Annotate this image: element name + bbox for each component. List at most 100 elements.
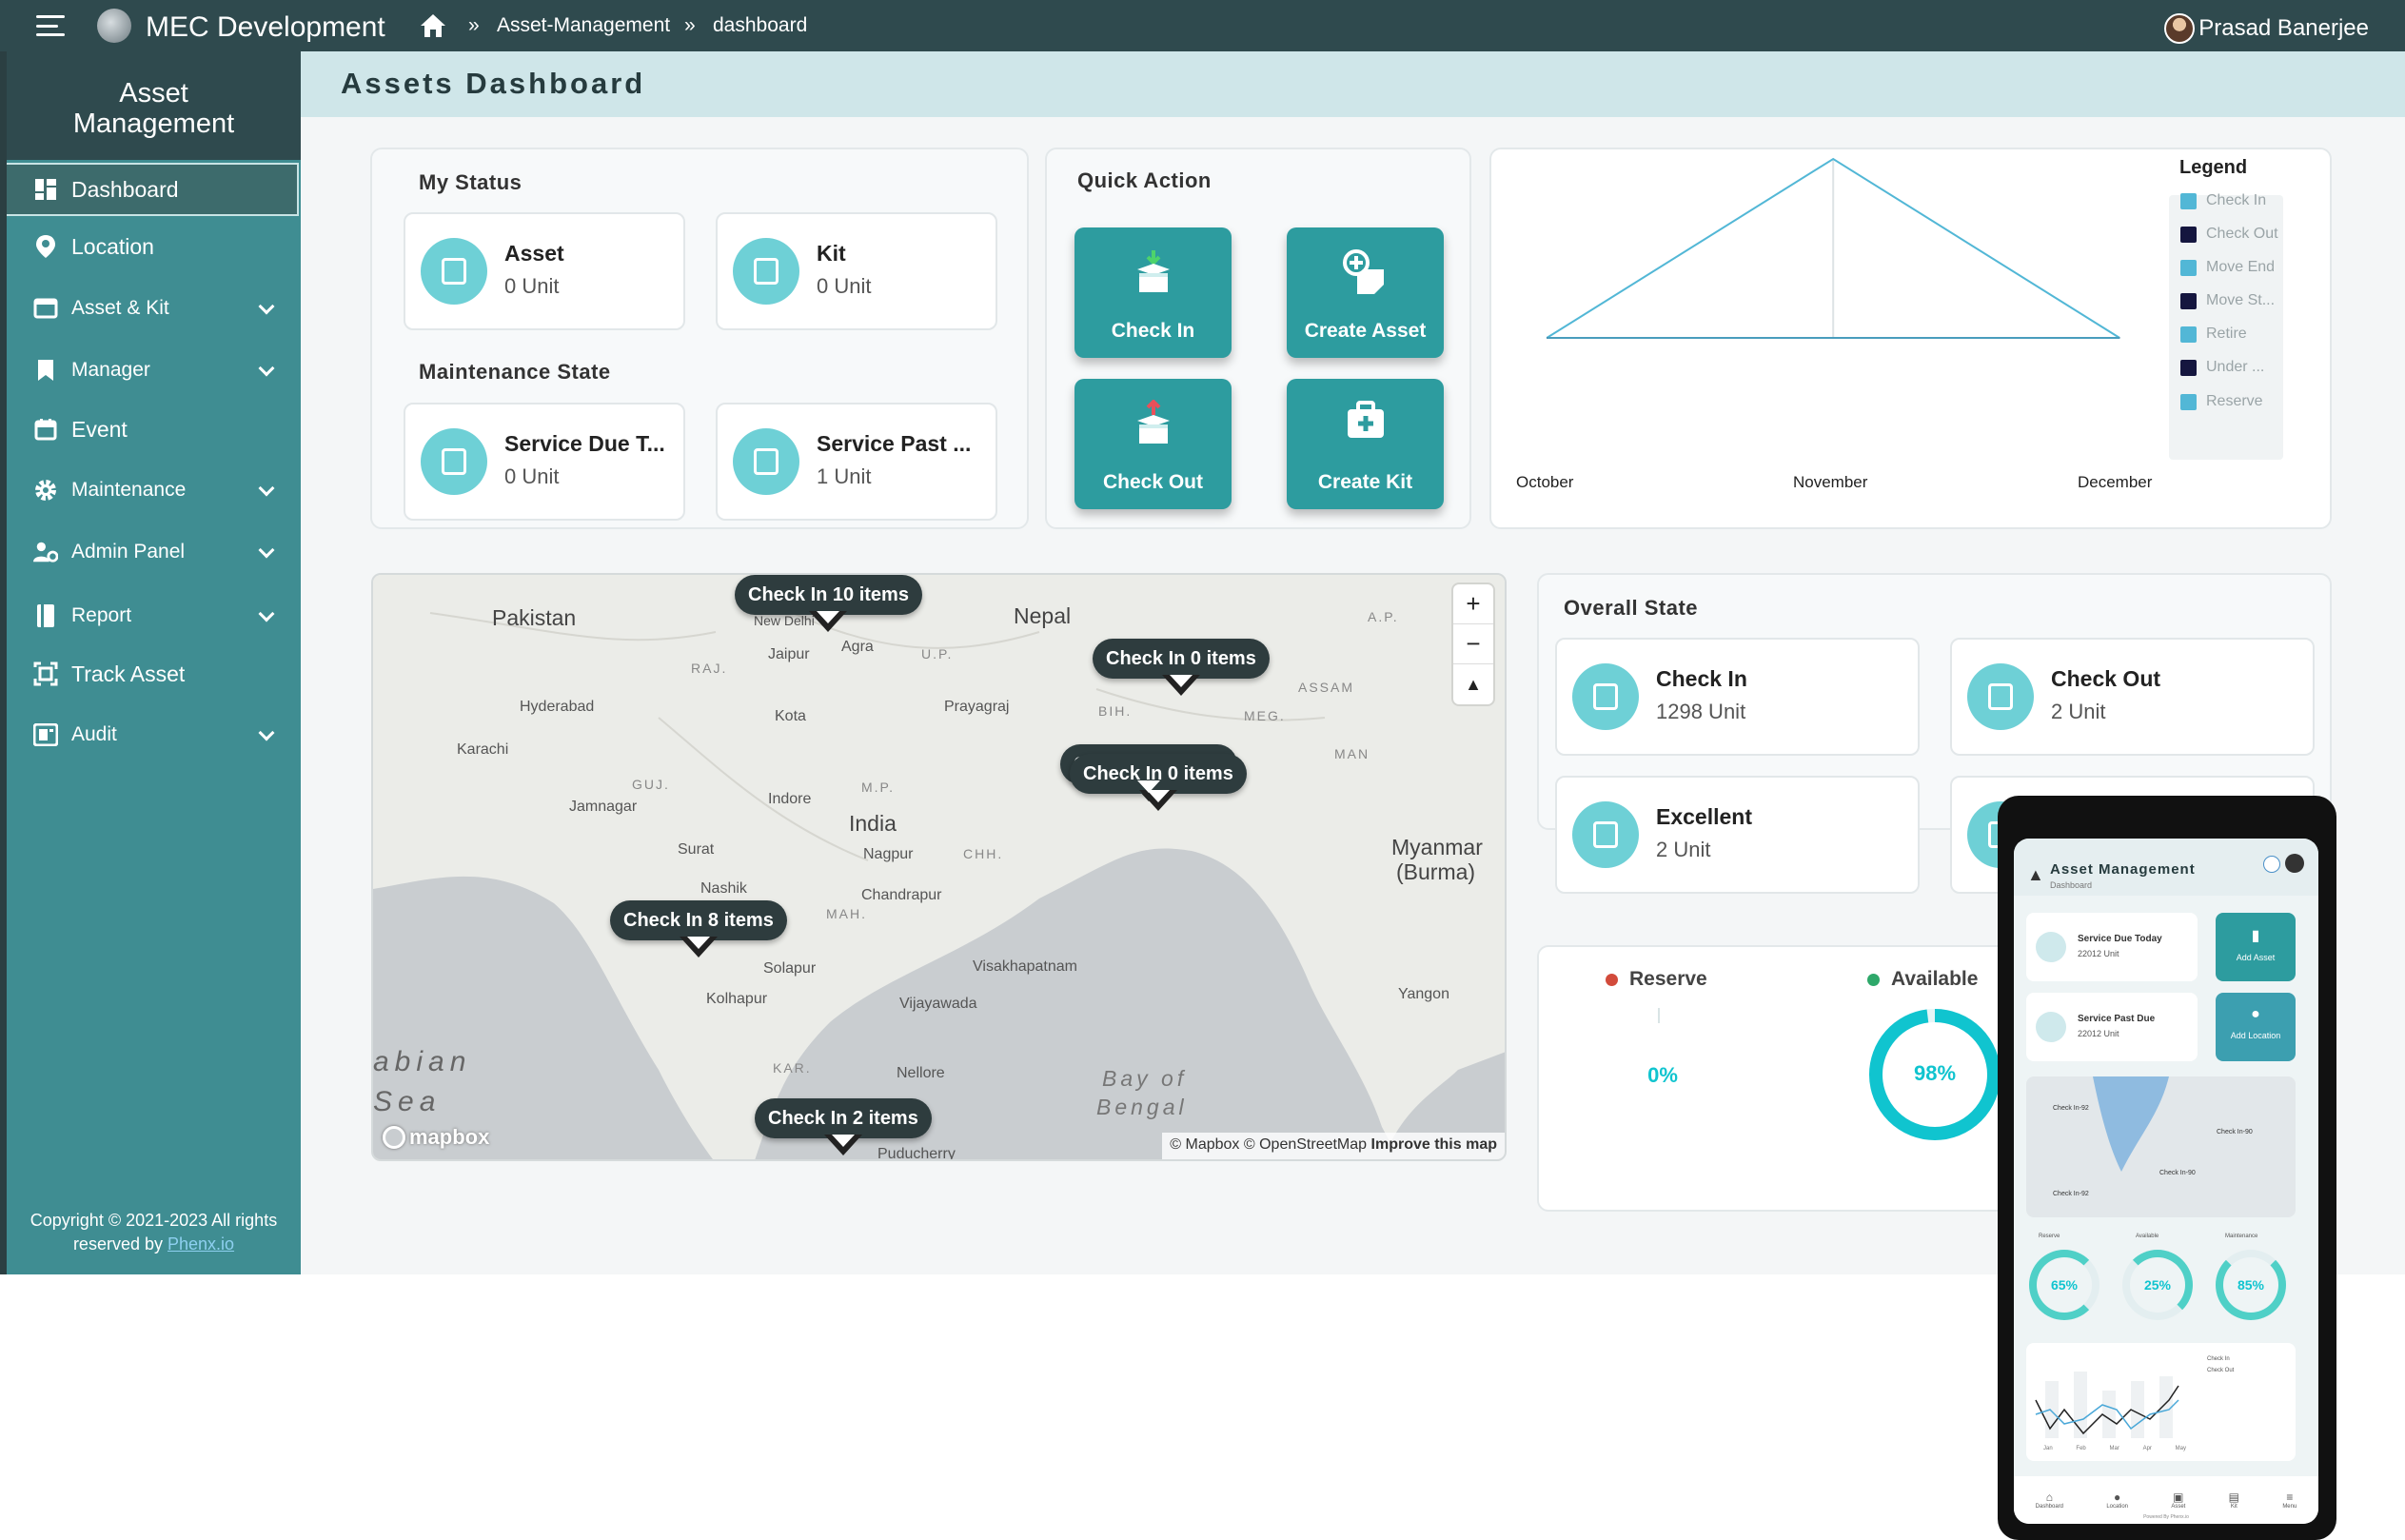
phone-nav-asset[interactable]: ▣ Asset (2171, 1491, 2185, 1510)
copyright-link[interactable]: Phenx.io (168, 1234, 235, 1254)
phone-map-pin[interactable]: Check In-90 (2217, 1129, 2253, 1135)
x-tick-label: November (1793, 473, 1868, 491)
map-label: Jamnagar (569, 799, 638, 815)
breadcrumb-asset-management[interactable]: Asset-Management (497, 14, 671, 36)
sidebar-item-manager[interactable]: Manager (7, 344, 301, 397)
page-header: Assets Dashboard (301, 51, 2405, 117)
sidebar-item-dashboard[interactable]: Dashboard (7, 163, 299, 216)
sidebar-item-admin-panel[interactable]: Admin Panel (7, 525, 301, 579)
legend-item-move-start[interactable]: Move St... (2180, 292, 2275, 309)
home-icon[interactable] (420, 13, 446, 38)
phone-map-pin[interactable]: Check In-92 (2053, 1105, 2089, 1112)
map-label: Nagpur (863, 846, 914, 862)
phone-notification-icon[interactable] (2263, 856, 2280, 873)
sidebar-item-event[interactable]: Event (7, 403, 301, 456)
mapbox-logo[interactable]: mapbox (383, 1125, 489, 1150)
chevron-down-icon[interactable] (258, 605, 275, 622)
phone-nav-location[interactable]: ● Location (2106, 1491, 2128, 1510)
map-label: RAJ. (691, 661, 728, 676)
compass-button[interactable]: ▲ (1465, 674, 1482, 694)
chevron-down-icon[interactable] (258, 480, 275, 497)
legend-item-retire[interactable]: Retire (2180, 326, 2247, 343)
sidebar-item-location[interactable]: Location (7, 220, 301, 273)
map-label: Surat (678, 841, 715, 858)
stat-value: 0 Unit (817, 274, 872, 298)
sidebar-item-asset-kit[interactable]: Asset & Kit (7, 282, 301, 335)
phone-logo-icon: ▲ (2027, 865, 2044, 884)
map-label: Indore (768, 791, 812, 807)
phone-nav-menu[interactable]: ≡ Menu (2282, 1491, 2297, 1510)
status-kit[interactable]: Kit 0 Unit (716, 212, 997, 330)
stat-value: 0 Unit (504, 274, 560, 298)
map-marker[interactable]: Check In 10 items (735, 575, 922, 632)
check-out-label: Check Out (1102, 471, 1204, 493)
check-out-button[interactable]: Check Out (1074, 379, 1232, 509)
phone-subtitle: Dashboard (2050, 880, 2093, 890)
improve-map-link[interactable]: Improve this map (1370, 1136, 1497, 1153)
map-marker[interactable]: Check In 0 items (1093, 639, 1270, 696)
create-asset-button[interactable]: Create Asset (1287, 227, 1444, 358)
phone-box-icon: ▣ (2173, 1491, 2184, 1504)
chevron-down-icon[interactable] (258, 298, 275, 315)
phone-card-service-past[interactable]: Service Past Due 22012 Unit (2026, 993, 2198, 1061)
create-kit-button[interactable]: Create Kit (1287, 379, 1444, 509)
overall-check-out[interactable]: Check Out 2 Unit (1950, 638, 2315, 756)
chevron-down-icon[interactable] (258, 542, 275, 559)
status-asset[interactable]: Asset 0 Unit (404, 212, 685, 330)
overall-excellent[interactable]: Excellent 2 Unit (1555, 776, 1920, 894)
legend-title: Legend (2179, 157, 2248, 178)
legend-item-check-in[interactable]: Check In (2180, 192, 2266, 209)
stat-value: 2 Unit (2051, 700, 2106, 723)
box-in-icon (1136, 250, 1170, 292)
legend-item-move-end[interactable]: Move End (2180, 259, 2275, 276)
sidebar-item-report[interactable]: Report (7, 589, 301, 642)
map-label: A.P. (1368, 609, 1399, 624)
chevron-down-icon[interactable] (258, 724, 275, 741)
available-gauge (1869, 1009, 2001, 1140)
sidebar-item-track-asset[interactable]: Track Asset (7, 647, 301, 701)
phone-nav-kit[interactable]: ▤ Kit (2229, 1491, 2239, 1510)
reserve-dot-icon (1606, 973, 1618, 986)
phone-add-asset-button[interactable]: ▮ Add Asset (2216, 913, 2296, 981)
menu-icon[interactable] (36, 15, 65, 36)
sidebar-item-maintenance[interactable]: Maintenance (7, 464, 301, 517)
sidebar-item-audit[interactable]: Audit (7, 708, 301, 761)
copyright-text: reserved by (72, 1234, 163, 1254)
phone-card-label: Service Due Today (2078, 934, 2162, 944)
phone-map-pin[interactable]: Check In-90 (2159, 1170, 2196, 1176)
overall-check-in[interactable]: Check In 1298 Unit (1555, 638, 1920, 756)
breadcrumb-dashboard[interactable]: dashboard (713, 14, 808, 36)
map-marker[interactable]: Check In 8 items (610, 900, 787, 958)
zoom-out-button[interactable]: − (1453, 624, 1493, 664)
check-in-button[interactable]: Check In (1074, 227, 1232, 358)
user-menu[interactable]: Prasad Banerjee (2164, 13, 2369, 44)
status-service-due[interactable]: Service Due T... 0 Unit (404, 403, 685, 521)
chevron-down-icon[interactable] (258, 360, 275, 377)
phone-gauge-label: Maintenance (2225, 1234, 2258, 1239)
asset-map[interactable]: Pakistan Nepal India Myanmar (Burma) Hyd… (371, 573, 1507, 1161)
create-kit-label: Create Kit (1317, 471, 1413, 493)
attribution-text[interactable]: © Mapbox © OpenStreetMap (1170, 1136, 1368, 1153)
phone-avatar[interactable] (2285, 854, 2304, 873)
phone-legend-label: Check Out (2207, 1368, 2235, 1373)
phone-add-location-button[interactable]: ● Add Location (2216, 993, 2296, 1061)
clipboard-icon (421, 238, 487, 305)
phone-map[interactable]: Check In-92 Check In-90 Check In-90 Chec… (2026, 1076, 2296, 1217)
overall-state-title: Overall State (1564, 596, 1699, 620)
clipboard-icon (733, 238, 799, 305)
legend-label: Retire (2206, 326, 2247, 342)
map-marker[interactable]: Check In 2 items (755, 1098, 932, 1155)
phone-card-service-due[interactable]: Service Due Today 22012 Unit (2026, 913, 2198, 981)
phone-location-icon: ● (2251, 1006, 2260, 1022)
legend-item-check-out[interactable]: Check Out (2180, 226, 2278, 243)
map-label: ASSAM (1298, 680, 1355, 695)
legend-item-reserve[interactable]: Reserve (2180, 393, 2263, 410)
phone-nav-dashboard[interactable]: ⌂ Dashboard (2036, 1491, 2063, 1510)
my-status-card: My Status Asset 0 Unit Kit 0 Unit Mainte… (370, 148, 1029, 529)
phone-map-pin[interactable]: Check In-92 (2053, 1191, 2089, 1197)
user-name: Prasad Banerjee (2198, 15, 2369, 41)
status-service-past[interactable]: Service Past ... 1 Unit (716, 403, 997, 521)
zoom-in-button[interactable]: + (1453, 584, 1493, 624)
quick-action-title: Quick Action (1077, 168, 1212, 192)
legend-item-under[interactable]: Under ... (2180, 359, 2264, 376)
